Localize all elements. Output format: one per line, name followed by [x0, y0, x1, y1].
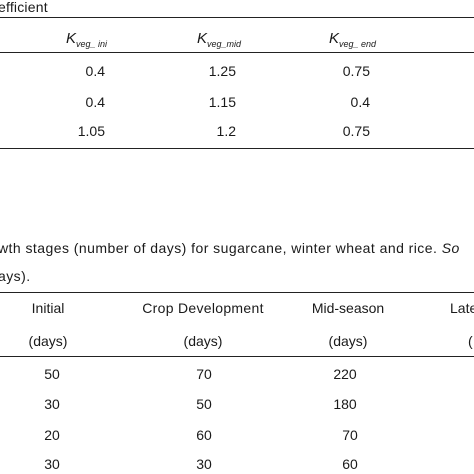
table2-header-initial: Initial: [31, 300, 65, 316]
table2-caption-text: wth stages (number of days) for sugarcan…: [0, 240, 438, 256]
table1-header-kveg-mid-base: K: [197, 30, 208, 47]
table1-cell: 1.15: [208, 94, 236, 110]
table2-unit-crop-development: (days): [183, 333, 223, 349]
table2-cell: 30: [196, 456, 212, 472]
table1-cell: 1.05: [77, 123, 105, 139]
table2-cell: 30: [44, 456, 60, 472]
table1-cell: 0.4: [350, 94, 370, 110]
table2-cell: 220: [333, 366, 357, 382]
table2-cell: 60: [342, 456, 358, 472]
table2-header-rule: [0, 356, 474, 357]
table2-cell: 30: [44, 396, 60, 412]
table2-cell: 70: [196, 366, 212, 382]
table1-top-rule: [0, 17, 474, 18]
table1-header-kveg-end: Kveg_ end: [329, 30, 376, 49]
table2-top-rule: [0, 292, 474, 293]
table2-header-late: Late: [450, 300, 474, 316]
table1-cell: 0.75: [342, 63, 370, 79]
table2-cell: 60: [196, 427, 212, 443]
table2-cell: 20: [44, 427, 60, 443]
table2-caption-line1: wth stages (number of days) for sugarcan…: [0, 240, 460, 256]
table1-cell: 0.4: [85, 94, 105, 110]
table2-header-mid-season: Mid-season: [311, 300, 385, 316]
table2-cell: 70: [342, 427, 358, 443]
table1-header-kveg-ini-base: K: [66, 30, 77, 47]
table2-cell: 180: [333, 396, 357, 412]
table1-cell: 0.4: [85, 63, 105, 79]
table1-header-kveg-ini-sub: veg_ ini: [76, 39, 108, 49]
table1-cell: 1.2: [216, 123, 236, 139]
table2-caption-line2: ays).: [0, 268, 31, 284]
table2-unit-mid-season: (days): [328, 333, 368, 349]
table1-header-kveg-ini: Kveg_ ini: [66, 30, 107, 49]
table2-caption-tail: So: [441, 240, 460, 256]
table1-bottom-rule: [0, 148, 474, 149]
table1-header-kveg-mid: Kveg_mid: [197, 30, 241, 49]
table2-cell: 50: [44, 366, 60, 382]
table1-header-kveg-end-sub: veg_ end: [339, 39, 377, 49]
table1-title: efficient: [0, 0, 48, 15]
table2-unit-initial: (days): [28, 333, 68, 349]
table1-cell: 1.25: [208, 63, 236, 79]
table1-header-kveg-end-base: K: [329, 30, 340, 47]
table2-unit-late: (: [468, 333, 473, 349]
table2-cell: 50: [196, 396, 212, 412]
table2-header-crop-development: Crop Development: [142, 300, 264, 316]
table1-cell: 0.75: [342, 123, 370, 139]
table1-header-kveg-mid-sub: veg_mid: [207, 39, 242, 49]
table1-header-rule: [0, 52, 474, 53]
